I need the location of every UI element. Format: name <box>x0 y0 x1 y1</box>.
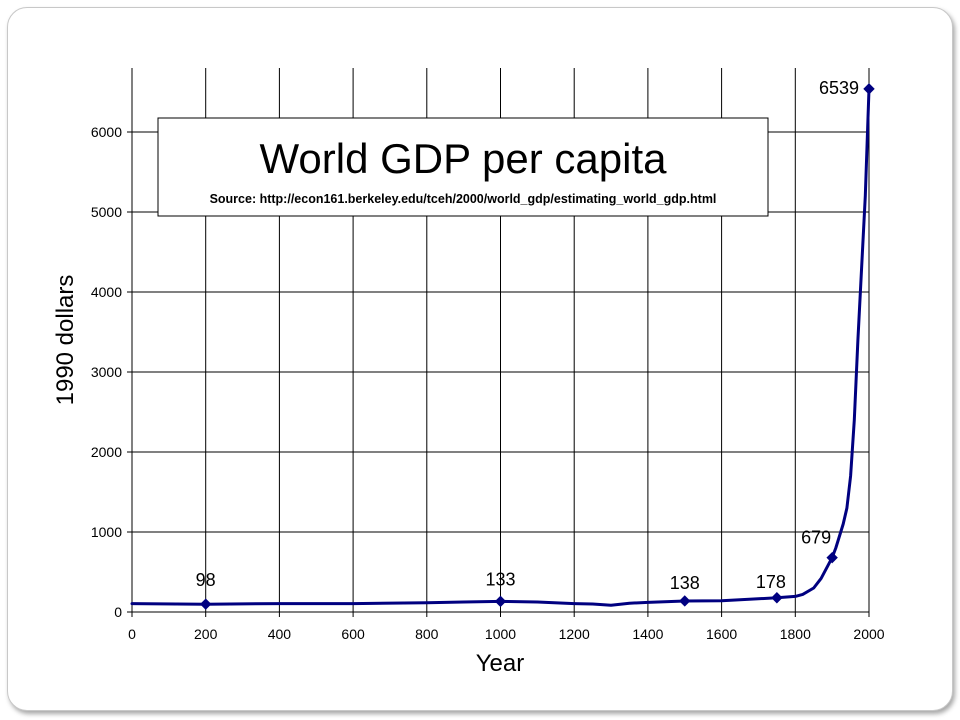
data-point-1000 <box>494 595 507 608</box>
data-point-1750 <box>771 592 783 604</box>
data-label-1900: 679 <box>801 528 831 548</box>
x-tick-label-1800: 1800 <box>780 626 811 642</box>
tick-layer: 0 200 400 600 800 1000 1200 1400 1600 1800 2000 0 10… <box>91 124 885 642</box>
x-tick-label-200: 200 <box>194 626 218 642</box>
data-point-1500 <box>679 595 691 607</box>
x-tick-label-1200: 1200 <box>559 626 590 642</box>
y-axis-title: 1990 dollars <box>52 275 79 406</box>
marker-layer: 98 133 138 178 679 6539 <box>196 78 875 610</box>
gdp-series-line <box>130 87 871 607</box>
y-tick-label-1000: 1000 <box>91 524 122 540</box>
x-tick-label-1000: 1000 <box>485 626 516 642</box>
data-label-2000: 6539 <box>819 78 859 98</box>
data-point-200 <box>199 598 212 610</box>
data-label-200: 98 <box>196 570 216 590</box>
y-tick-label-6000: 6000 <box>91 124 122 140</box>
y-tick-label-2000: 2000 <box>91 444 122 460</box>
grid-layer <box>132 68 870 612</box>
x-axis-title: Year <box>476 650 525 677</box>
axes-layer <box>127 68 870 617</box>
data-label-1750: 178 <box>756 572 786 592</box>
chart-title: World GDP per capita <box>260 135 668 182</box>
x-tick-label-400: 400 <box>268 626 292 642</box>
data-point-2000 <box>863 83 875 95</box>
x-tick-label-600: 600 <box>341 626 365 642</box>
x-tick-label-2000: 2000 <box>853 626 884 642</box>
x-tick-label-800: 800 <box>415 626 439 642</box>
chart-subtitle: Source: http://econ161.berkeley.edu/tceh… <box>210 192 717 206</box>
data-label-1500: 138 <box>670 573 700 593</box>
x-tick-label-1400: 1400 <box>632 626 663 642</box>
data-label-1000: 133 <box>485 569 515 589</box>
y-tick-label-4000: 4000 <box>91 284 122 300</box>
x-tick-label-0: 0 <box>128 626 136 642</box>
series-layer <box>130 87 871 607</box>
y-tick-label-0: 0 <box>114 604 122 620</box>
x-tick-label-1600: 1600 <box>706 626 737 642</box>
y-tick-label-3000: 3000 <box>91 364 122 380</box>
data-point-1900 <box>826 551 838 564</box>
title-box: World GDP per capita Source: http://econ… <box>157 117 769 217</box>
y-tick-label-5000: 5000 <box>91 204 122 220</box>
